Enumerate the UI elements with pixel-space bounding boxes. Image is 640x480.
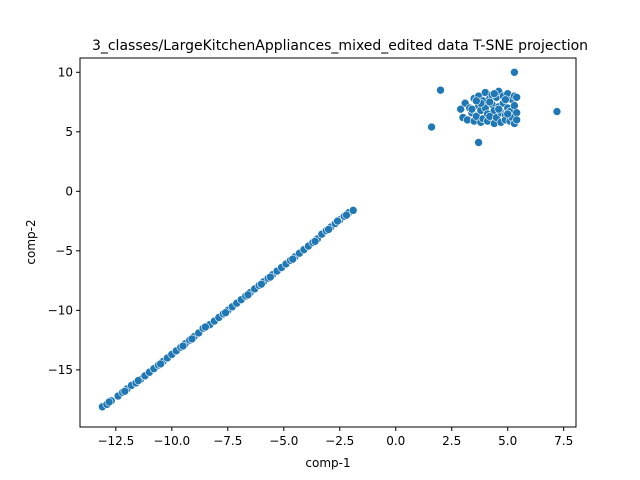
- scatter-point: [221, 308, 230, 318]
- scatter-point: [120, 386, 130, 396]
- scatter-point: [552, 107, 562, 116]
- x-tick-label: −7.5: [213, 434, 242, 448]
- scatter-point: [510, 101, 519, 110]
- scatter-point: [467, 104, 477, 114]
- y-tick-label: −5: [55, 244, 73, 258]
- scatter-point: [333, 216, 342, 226]
- y-tick-label: −15: [48, 363, 73, 377]
- x-tick-label: −10.0: [153, 434, 190, 448]
- scatter-point: [489, 89, 499, 99]
- chart-title: 3_classes/LargeKitchenAppliances_mixed_e…: [92, 38, 588, 54]
- y-axis: −15 −10 −5 0 5 10: [48, 65, 80, 377]
- scatter-point: [472, 96, 481, 106]
- scatter-point: [474, 138, 483, 147]
- x-tick-label: 2.5: [442, 434, 461, 448]
- scatter-point: [178, 341, 188, 351]
- scatter-point: [342, 210, 351, 220]
- scatter-point: [512, 92, 521, 102]
- x-axis-label: comp-1: [305, 456, 350, 470]
- x-tick-label: −12.5: [97, 434, 134, 448]
- scatter-point: [133, 376, 143, 385]
- scatter-point: [156, 359, 165, 369]
- y-tick-label: 10: [58, 65, 73, 79]
- scatter-point: [501, 95, 510, 104]
- x-tick-label: −5.0: [269, 434, 298, 448]
- scatter-points: [98, 67, 562, 412]
- y-tick-label: 5: [65, 125, 73, 139]
- x-tick-label: 7.5: [554, 434, 573, 448]
- scatter-point: [324, 225, 333, 234]
- y-tick-label: 0: [65, 184, 73, 198]
- scatter-point: [348, 206, 358, 215]
- scatter-point: [187, 334, 197, 344]
- scatter-point: [288, 254, 298, 264]
- scatter-point: [512, 108, 521, 118]
- scatter-point: [436, 85, 445, 95]
- x-tick-label: −2.5: [325, 434, 354, 448]
- scatter-point: [485, 97, 495, 107]
- scatter-point: [503, 109, 513, 119]
- y-tick-label: −10: [48, 303, 73, 317]
- scatter-point: [266, 272, 275, 282]
- scatter-point: [494, 104, 504, 114]
- y-axis-label: comp-2: [24, 219, 38, 264]
- plot-frame: [79, 57, 577, 428]
- scatter-point: [510, 67, 519, 77]
- scatter-point: [456, 104, 465, 114]
- scatter-point: [427, 122, 436, 132]
- x-tick-label: 5.0: [498, 434, 517, 448]
- scatter-point: [104, 397, 114, 407]
- scatter-point: [257, 279, 266, 289]
- scatter-point: [243, 290, 253, 300]
- x-axis: −12.5 −10.0 −7.5 −5.0 −2.5 0.0 2.5 5.0 7.5: [97, 427, 573, 448]
- scatter-point: [310, 237, 320, 246]
- scatter-point: [201, 322, 210, 332]
- x-tick-label: 0.0: [386, 434, 405, 448]
- scatter-point: [512, 115, 521, 125]
